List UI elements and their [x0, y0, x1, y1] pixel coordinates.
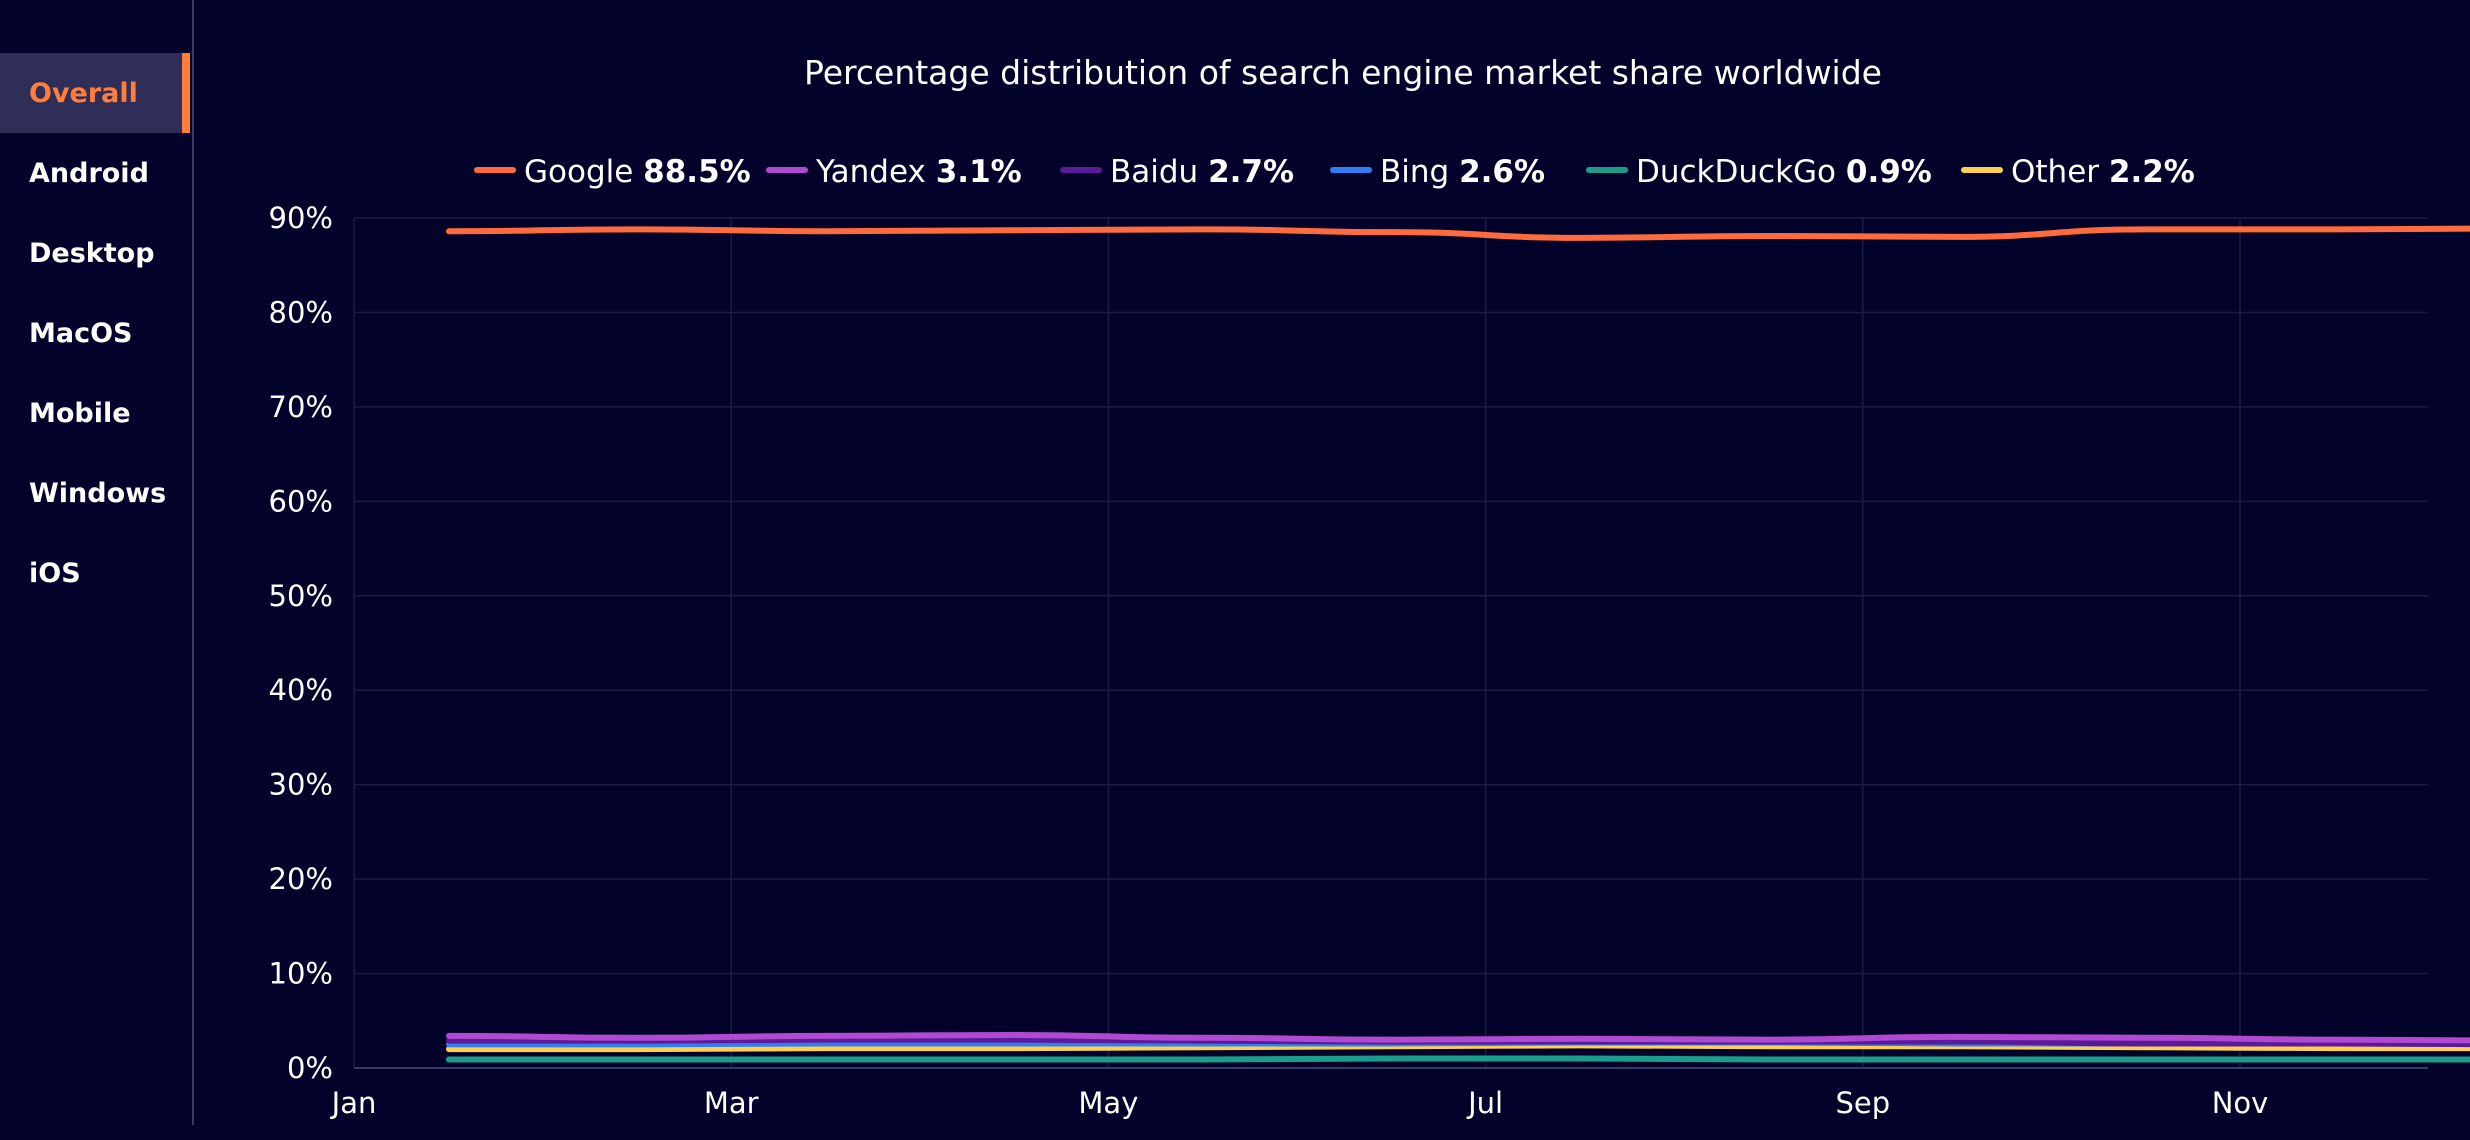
- x-tick-label: Nov: [2212, 1086, 2269, 1120]
- legend-series-name: Bing: [1380, 154, 1459, 190]
- legend-series-value: 0.9%: [1846, 154, 1932, 190]
- legend: Google 88.5% Yandex 3.1% Baidu 2.7% Bing 2.…: [474, 154, 2195, 190]
- legend-label: Google 88.5%: [524, 154, 751, 190]
- y-tick-label: 70%: [269, 390, 333, 424]
- y-tick-label: 80%: [269, 295, 333, 329]
- series-line-google: [446, 225, 2470, 241]
- sidebar-item-macos[interactable]: MacOS: [29, 317, 133, 349]
- y-tick-label: 20%: [269, 862, 333, 896]
- sidebar-item-mobile[interactable]: Mobile: [29, 397, 131, 429]
- legend-series-name: Other: [2011, 154, 2109, 190]
- legend-series-value: 3.1%: [936, 154, 1022, 190]
- legend-label: Bing 2.6%: [1380, 154, 1545, 190]
- sidebar-item-overall[interactable]: Overall: [0, 53, 190, 133]
- legend-series-value: 88.5%: [643, 154, 751, 190]
- series-line-duckduckgo: [446, 1055, 2470, 1063]
- y-tick-label: 90%: [269, 201, 333, 235]
- legend-label: Baidu 2.7%: [1110, 154, 1294, 190]
- x-axis: Jan Mar May Jul Sep Nov: [330, 1086, 2269, 1120]
- sidebar-item-windows[interactable]: Windows: [29, 477, 167, 509]
- y-tick-label: 0%: [287, 1051, 333, 1085]
- legend-item-google[interactable]: Google 88.5%: [474, 154, 751, 190]
- x-tick-label: Mar: [704, 1086, 759, 1120]
- sidebar-item-desktop[interactable]: Desktop: [29, 237, 155, 269]
- legend-series-name: Yandex: [815, 154, 936, 190]
- legend-item-bing[interactable]: Bing 2.6%: [1330, 154, 1545, 190]
- series-line-yandex: [446, 1031, 2470, 1044]
- legend-series-value: 2.2%: [2109, 154, 2195, 190]
- y-tick-label: 30%: [269, 768, 333, 802]
- x-tick-label: May: [1078, 1086, 1138, 1120]
- legend-label: Yandex 3.1%: [815, 154, 1022, 190]
- sidebar: Overall Android Desktop MacOS Mobile Win…: [0, 0, 194, 1125]
- legend-series-name: Google: [524, 154, 643, 190]
- legend-item-other[interactable]: Other 2.2%: [1961, 154, 2195, 190]
- x-tick-label: Jan: [330, 1086, 377, 1120]
- x-tick-label: Jul: [1466, 1086, 1503, 1120]
- legend-label: DuckDuckGo 0.9%: [1636, 154, 1932, 190]
- chart-title: Percentage distribution of search engine…: [804, 53, 1882, 92]
- grid: [353, 217, 2428, 1069]
- y-tick-label: 40%: [269, 673, 333, 707]
- legend-item-yandex[interactable]: Yandex 3.1%: [766, 154, 1022, 190]
- sidebar-item-android[interactable]: Android: [29, 157, 149, 189]
- legend-series-value: 2.7%: [1208, 154, 1294, 190]
- y-tick-label: 60%: [269, 484, 333, 518]
- y-tick-label: 10%: [269, 957, 333, 991]
- x-tick-label: Sep: [1835, 1086, 1890, 1120]
- sidebar-item-ios[interactable]: iOS: [29, 557, 81, 589]
- y-axis: 0% 10% 20% 30% 40% 50% 60% 70% 80% 90%: [269, 201, 333, 1085]
- legend-series-name: DuckDuckGo: [1636, 154, 1846, 190]
- legend-item-baidu[interactable]: Baidu 2.7%: [1060, 154, 1294, 190]
- y-tick-label: 50%: [269, 579, 333, 613]
- legend-series-value: 2.6%: [1459, 154, 1545, 190]
- plot-area: [446, 225, 2470, 1063]
- legend-label: Other 2.2%: [2011, 154, 2195, 190]
- legend-series-name: Baidu: [1110, 154, 1208, 190]
- legend-item-duckduckgo[interactable]: DuckDuckGo 0.9%: [1586, 154, 1932, 190]
